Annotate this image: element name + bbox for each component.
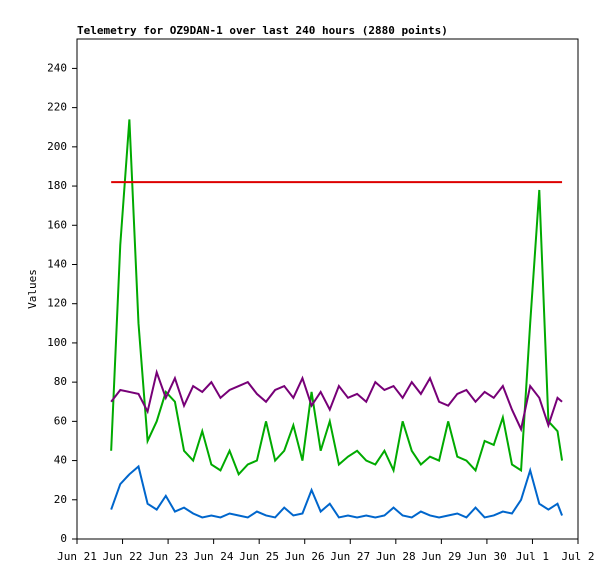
- x-tick-label: Jul 1: [516, 550, 549, 563]
- y-tick-label: 0: [60, 532, 67, 545]
- x-tick-label: Jun 23: [148, 550, 188, 563]
- y-tick-label: 180: [47, 179, 67, 192]
- series-line: [110, 464, 563, 519]
- x-tick-label: Jun 28: [376, 550, 416, 563]
- y-axis-label: Values: [26, 269, 39, 309]
- chart-title: Telemetry for OZ9DAN-1 over last 240 hou…: [77, 24, 448, 37]
- series-line: [110, 368, 563, 433]
- y-tick-label: 160: [47, 218, 67, 231]
- series-line: [110, 119, 564, 477]
- x-tick-label: Jun 30: [467, 550, 507, 563]
- y-tick-label: 220: [47, 101, 67, 114]
- x-tick-label: Jun 21: [57, 550, 97, 563]
- y-tick-label: 200: [47, 140, 67, 153]
- y-tick-label: 40: [54, 454, 67, 467]
- y-tick-label: 140: [47, 257, 67, 270]
- x-tick-label: Jun 25: [239, 550, 279, 563]
- plot-frame: [76, 38, 579, 540]
- x-tick-label: Jul 2: [561, 550, 594, 563]
- x-tick-label: Jun 22: [103, 550, 143, 563]
- x-tick-label: Jun 29: [421, 550, 461, 563]
- y-tick-label: 20: [54, 493, 67, 506]
- y-tick-label: 240: [47, 61, 67, 74]
- y-tick-label: 120: [47, 297, 67, 310]
- y-tick-label: 60: [54, 414, 67, 427]
- y-tick-label: 100: [47, 336, 67, 349]
- x-tick-label: Jun 27: [330, 550, 370, 563]
- x-tick-label: Jun 26: [285, 550, 325, 563]
- x-tick-label: Jun 24: [194, 550, 234, 563]
- y-tick-label: 80: [54, 375, 67, 388]
